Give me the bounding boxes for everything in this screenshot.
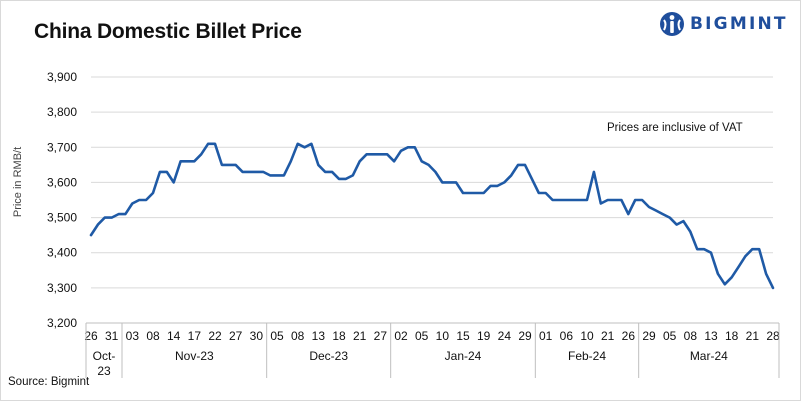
x-tick-label: 02 <box>394 329 408 343</box>
x-tick-label: 29 <box>518 329 532 343</box>
x-tick-label: 26 <box>84 329 98 343</box>
x-tick-label: 30 <box>250 329 264 343</box>
x-tick-label: 19 <box>477 329 491 343</box>
x-tick-label: 17 <box>188 329 202 343</box>
x-tick-label: 05 <box>663 329 677 343</box>
x-axis: 26 31 03 08 14 17 22 27 30 05 08 13 18 21 27 02 05 10 15 19… <box>84 322 780 378</box>
x-tick-label: 10 <box>436 329 450 343</box>
y-axis-label: Price in RMB/t <box>12 147 24 217</box>
x-tick-label: 31 <box>105 329 119 343</box>
x-tick-label: 03 <box>126 329 140 343</box>
x-tick-label: 18 <box>725 329 739 343</box>
month-label: Oct-23 <box>93 349 116 378</box>
x-tick-label: 13 <box>312 329 326 343</box>
bigmint-logo-icon <box>660 12 684 36</box>
x-tick-label: 05 <box>415 329 429 343</box>
gridlines <box>91 76 773 289</box>
chart-annotation: Prices are inclusive of VAT <box>607 122 743 134</box>
x-tick-label: 05 <box>270 329 284 343</box>
price-series-line <box>89 142 775 290</box>
x-tick-label: 26 <box>622 329 636 343</box>
x-tick-label: 21 <box>601 329 615 343</box>
bigmint-logo: BIGMINT <box>659 9 788 39</box>
y-tick-label: 3,900 <box>47 70 77 84</box>
y-tick-label: 3,600 <box>47 175 77 189</box>
y-tick-label: 3,200 <box>47 316 77 330</box>
x-tick-label: 27 <box>229 329 243 343</box>
y-tick-label: 3,800 <box>47 105 77 119</box>
x-tick-label: 18 <box>332 329 346 343</box>
x-tick-label: 21 <box>353 329 367 343</box>
x-tick-label: 08 <box>146 329 160 343</box>
source-note: Source: Bigmint <box>8 376 90 388</box>
month-label: Mar-24 <box>690 349 728 363</box>
x-tick-label: 13 <box>704 329 718 343</box>
brand-name: BIGMINT <box>690 14 788 34</box>
x-tick-label: 06 <box>560 329 574 343</box>
series-layer <box>89 142 775 290</box>
x-tick-label: 01 <box>539 329 553 343</box>
x-tick-label: 29 <box>642 329 656 343</box>
x-tick-label: 08 <box>291 329 305 343</box>
y-tick-label: 3,300 <box>47 281 77 295</box>
y-tick-label: 3,400 <box>47 246 77 260</box>
x-tick-label: 24 <box>498 329 512 343</box>
month-label: Jan-24 <box>445 349 482 363</box>
month-label: Nov-23 <box>175 349 214 363</box>
y-ticks: 3,200 3,300 3,400 3,500 3,600 3,700 3,800 3,900 <box>47 70 77 330</box>
y-tick-label: 3,700 <box>47 140 77 154</box>
x-tick-label: 28 <box>766 329 780 343</box>
x-tick-label: 08 <box>684 329 698 343</box>
x-tick-label: 27 <box>374 329 388 343</box>
month-label: Dec-23 <box>309 349 348 363</box>
x-tick-label: 21 <box>746 329 760 343</box>
x-tick-label: 14 <box>167 329 181 343</box>
y-tick-label: 3,500 <box>47 211 77 225</box>
chart-title: China Domestic Billet Price <box>34 20 302 43</box>
month-label: Feb-24 <box>568 349 606 363</box>
x-tick-label: 15 <box>456 329 470 343</box>
x-tick-label: 10 <box>580 329 594 343</box>
x-tick-label: 22 <box>208 329 222 343</box>
